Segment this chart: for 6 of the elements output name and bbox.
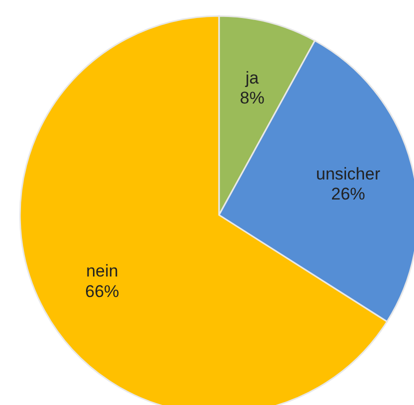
data-label: 66% xyxy=(85,282,120,302)
slice-label: nein xyxy=(86,262,118,281)
slice-label: ja xyxy=(244,68,260,88)
data-label: 8% xyxy=(240,88,264,108)
slice-label: unsicher xyxy=(316,164,381,184)
data-label: 26% xyxy=(331,184,366,204)
